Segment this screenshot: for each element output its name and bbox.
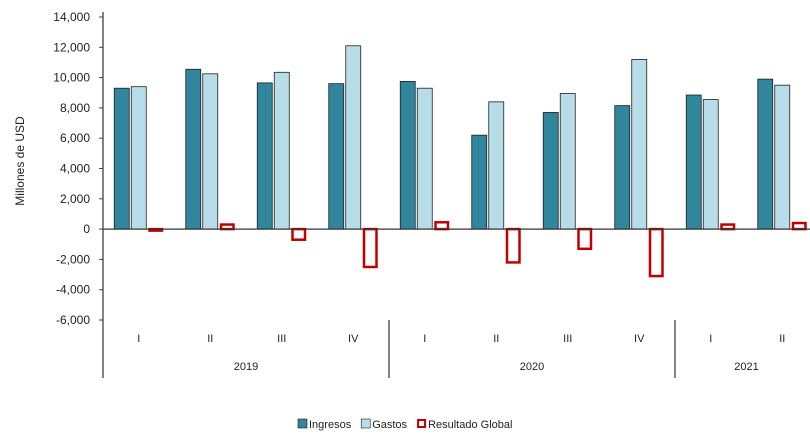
bar-ingresos	[685, 94, 702, 230]
bar-resultado-global	[362, 227, 378, 269]
legend-label: Gastos	[372, 419, 407, 431]
bar-ingresos	[757, 78, 774, 230]
y-tick-label: -2,000	[56, 252, 90, 266]
bar-ingresos	[399, 80, 416, 230]
bar-gastos	[488, 101, 505, 230]
bar-ingresos	[256, 82, 273, 230]
bar-resultado-global	[577, 227, 593, 251]
bar-gastos	[702, 99, 719, 230]
x-category-label: II	[207, 333, 213, 345]
y-axis-title: Millones de USD	[13, 116, 27, 206]
axes	[102, 12, 810, 378]
bar-resultado-global	[219, 223, 235, 231]
x-group-label: 2020	[520, 361, 544, 373]
bar-gastos	[130, 86, 147, 230]
bar-resultado-global	[648, 227, 664, 278]
bar-ingresos	[185, 68, 202, 230]
bar-resultado-global	[291, 227, 307, 241]
legend-swatch	[360, 418, 371, 429]
x-group-label: 2021	[734, 361, 758, 373]
bar-gastos	[416, 87, 433, 230]
y-tick-label: 14,000	[53, 10, 90, 24]
x-category-label: IV	[634, 333, 645, 345]
legend: Ingresos Gastos Resultado Global	[297, 418, 512, 431]
x-category-label: II	[493, 333, 499, 345]
x-category-label: I	[137, 333, 140, 345]
y-axis-ticks: -6,000 -4,000 -2,000 0 2,000 4,000 6,000 8,000 1…	[53, 10, 103, 327]
bar-ingresos	[113, 87, 130, 230]
legend-swatch	[297, 418, 308, 429]
bar-resultado-global	[434, 221, 450, 231]
x-category-label: IV	[348, 333, 359, 345]
y-tick-label: 12,000	[53, 40, 90, 54]
bar-gastos	[774, 84, 791, 230]
legend-label: Resultado Global	[428, 419, 512, 431]
bar-ingresos	[471, 134, 488, 230]
x-category-label: III	[563, 333, 572, 345]
bar-gastos	[345, 45, 362, 230]
y-tick-label: -4,000	[56, 283, 90, 297]
x-category-label: I	[709, 333, 712, 345]
legend-swatch	[417, 419, 427, 428]
bar-ingresos	[542, 112, 559, 230]
group-separators	[388, 320, 676, 378]
y-tick-label: 10,000	[53, 71, 90, 85]
bar-gastos	[631, 59, 648, 230]
bars	[113, 45, 807, 278]
bar-gastos	[559, 93, 576, 230]
x-category-label: I	[423, 333, 426, 345]
x-category-label: II	[779, 333, 785, 345]
legend-label: Ingresos	[309, 419, 352, 431]
x-category-label: III	[277, 333, 286, 345]
bar-resultado-global	[505, 227, 521, 264]
y-tick-label: 6,000	[60, 131, 90, 145]
bar-ingresos	[328, 83, 345, 230]
y-tick-label: 0	[83, 222, 90, 236]
bar-resultado-global	[791, 221, 807, 231]
y-tick-label: 8,000	[60, 101, 90, 115]
y-tick-label: 2,000	[60, 192, 90, 206]
y-axis-title-group: Millones de USD	[13, 116, 27, 206]
x-group-label: 2019	[234, 361, 258, 373]
bar-gastos	[202, 73, 219, 230]
y-tick-label: 4,000	[60, 162, 90, 176]
bar-gastos	[273, 71, 290, 230]
y-tick-label: -6,000	[56, 313, 90, 327]
bar-ingresos	[614, 105, 631, 230]
bar-resultado-global	[720, 223, 736, 231]
